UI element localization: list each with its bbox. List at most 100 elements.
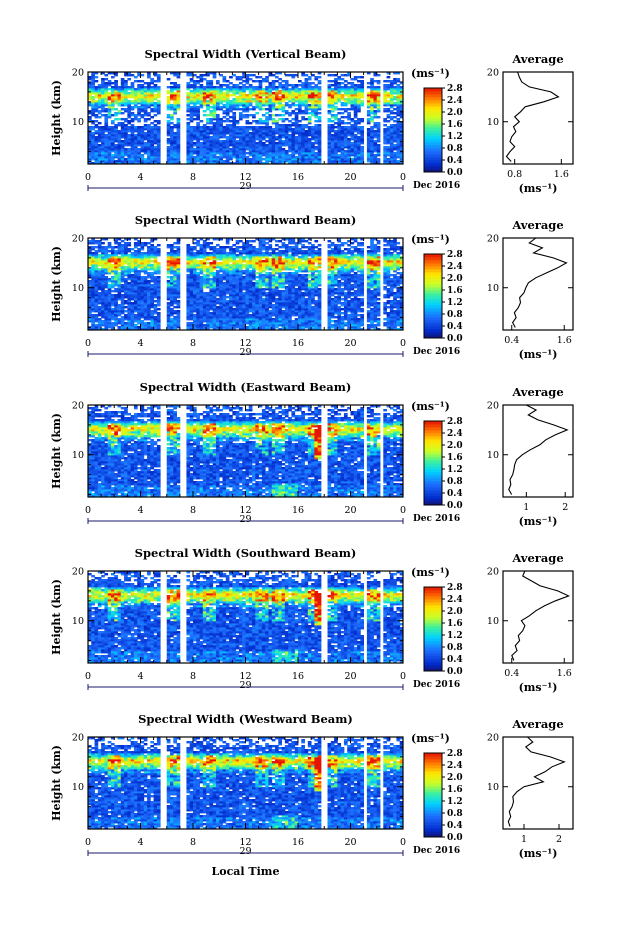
y-tick-label: 20 bbox=[72, 68, 84, 79]
colorbar-segment bbox=[424, 493, 442, 496]
x-tick-label: 20 bbox=[344, 837, 356, 848]
colorbar-segment bbox=[424, 466, 442, 469]
colorbar-segment bbox=[424, 266, 442, 269]
colorbar-tick-label: 2.0 bbox=[447, 274, 463, 284]
colorbar-segment bbox=[424, 457, 442, 460]
colorbar-segment bbox=[424, 332, 442, 335]
colorbar-tick-label: 2.0 bbox=[447, 773, 463, 783]
profile-line bbox=[512, 571, 569, 661]
colorbar-segment bbox=[424, 430, 442, 433]
colorbar-segment bbox=[424, 433, 442, 436]
colorbar-segment bbox=[424, 804, 442, 807]
colorbar-segment bbox=[424, 293, 442, 296]
profile-y-tick-label: 10 bbox=[487, 450, 499, 461]
colorbar-tick-label: 0.8 bbox=[447, 310, 463, 320]
colorbar-segment bbox=[424, 629, 442, 632]
colorbar-tick-label: 2.4 bbox=[447, 262, 463, 272]
profile-x-tick-label: 2 bbox=[556, 834, 562, 845]
colorbar-tick-label: 1.2 bbox=[447, 298, 463, 308]
colorbar-segment bbox=[424, 753, 442, 756]
colorbar-segment bbox=[424, 641, 442, 644]
profile-x-tick-label: 0.8 bbox=[507, 169, 522, 180]
colorbar-segment bbox=[424, 139, 442, 142]
colorbar-unit: (ms⁻¹) bbox=[411, 233, 450, 246]
colorbar-segment bbox=[424, 112, 442, 115]
colorbar-segment bbox=[424, 275, 442, 278]
colorbar-tick-label: 0.8 bbox=[447, 477, 463, 487]
profile-x-tick-label: 0.4 bbox=[504, 335, 519, 346]
colorbar-unit: (ms⁻¹) bbox=[411, 566, 450, 579]
colorbar-segment bbox=[424, 798, 442, 801]
profile-x-unit: (ms⁻¹) bbox=[519, 847, 558, 860]
colorbar-segment bbox=[424, 118, 442, 121]
colorbar-segment bbox=[424, 611, 442, 614]
colorbar-tick-label: 2.4 bbox=[447, 96, 463, 106]
colorbar-segment bbox=[424, 593, 442, 596]
colorbar-tick-label: 0.0 bbox=[447, 334, 463, 344]
colorbar-segment bbox=[424, 496, 442, 499]
x-tick-label: 0 bbox=[85, 505, 91, 516]
colorbar-tick-label: 1.6 bbox=[447, 785, 463, 795]
colorbar-segment bbox=[424, 445, 442, 448]
colorbar-segment bbox=[424, 801, 442, 804]
colorbar-segment bbox=[424, 91, 442, 94]
colorbar-segment bbox=[424, 795, 442, 798]
colorbar-tick-label: 2.0 bbox=[447, 441, 463, 451]
colorbar-segment bbox=[424, 828, 442, 831]
y-tick-label: 10 bbox=[72, 117, 84, 128]
date-label: Dec 2016 bbox=[413, 846, 460, 856]
panel-title: Spectral Width (Vertical Beam) bbox=[145, 47, 347, 61]
panel-title: Spectral Width (Eastward Beam) bbox=[140, 380, 352, 394]
colorbar-segment bbox=[424, 142, 442, 145]
x-tick-label: 8 bbox=[190, 837, 196, 848]
colorbar-segment bbox=[424, 460, 442, 463]
heatmap-field bbox=[88, 571, 403, 663]
y-tick-label: 20 bbox=[72, 567, 84, 578]
colorbar-segment bbox=[424, 499, 442, 502]
x-tick-label: 0 bbox=[400, 338, 406, 349]
colorbar-segment bbox=[424, 148, 442, 151]
x-tick-label: 16 bbox=[292, 338, 304, 349]
y-tick-label: 10 bbox=[72, 450, 84, 461]
colorbar-segment bbox=[424, 807, 442, 810]
profile-line bbox=[507, 72, 559, 162]
x-tick-label: 20 bbox=[344, 172, 356, 183]
x-tick-label: 20 bbox=[344, 671, 356, 682]
colorbar-segment bbox=[424, 653, 442, 656]
profile-x-unit: (ms⁻¹) bbox=[519, 515, 558, 528]
colorbar-segment bbox=[424, 442, 442, 445]
colorbar-segment bbox=[424, 326, 442, 329]
colorbar-segment bbox=[424, 484, 442, 487]
profile-title: Average bbox=[511, 551, 563, 565]
colorbar-tick-label: 0.8 bbox=[447, 144, 463, 154]
y-axis-label: Height (km) bbox=[50, 80, 63, 156]
profile-frame bbox=[503, 238, 573, 330]
colorbar-segment bbox=[424, 587, 442, 590]
colorbar-segment bbox=[424, 311, 442, 314]
colorbar-segment bbox=[424, 439, 442, 442]
colorbar-segment bbox=[424, 768, 442, 771]
colorbar-segment bbox=[424, 308, 442, 311]
colorbar-tick-label: 2.8 bbox=[447, 250, 463, 260]
profile-x-tick-label: 0.4 bbox=[504, 668, 519, 679]
colorbar-tick-label: 1.6 bbox=[447, 453, 463, 463]
x-tick-label: 4 bbox=[137, 505, 143, 516]
panel-2: Spectral Width (Northward Beam)2010Heigh… bbox=[50, 213, 573, 361]
colorbar-segment bbox=[424, 151, 442, 154]
x-tick-label: 4 bbox=[137, 671, 143, 682]
y-tick-label: 20 bbox=[72, 401, 84, 412]
panel-1: Spectral Width (Vertical Beam) 20 10 Height… bbox=[50, 47, 573, 195]
colorbar-segment bbox=[424, 463, 442, 466]
colorbar-segment bbox=[424, 780, 442, 783]
colorbar-segment bbox=[424, 436, 442, 439]
colorbar-segment bbox=[424, 269, 442, 272]
colorbar-tick-label: 2.4 bbox=[447, 761, 463, 771]
colorbar-tick-label: 0.0 bbox=[447, 833, 463, 843]
profile-title: Average bbox=[511, 218, 563, 232]
x-tick-label: 16 bbox=[292, 505, 304, 516]
colorbar-tick-label: 1.6 bbox=[447, 619, 463, 629]
x-tick-label: 8 bbox=[190, 671, 196, 682]
day-label: 29 bbox=[239, 181, 251, 192]
colorbar-segment bbox=[424, 662, 442, 665]
profile-y-tick-label: 20 bbox=[487, 234, 499, 245]
